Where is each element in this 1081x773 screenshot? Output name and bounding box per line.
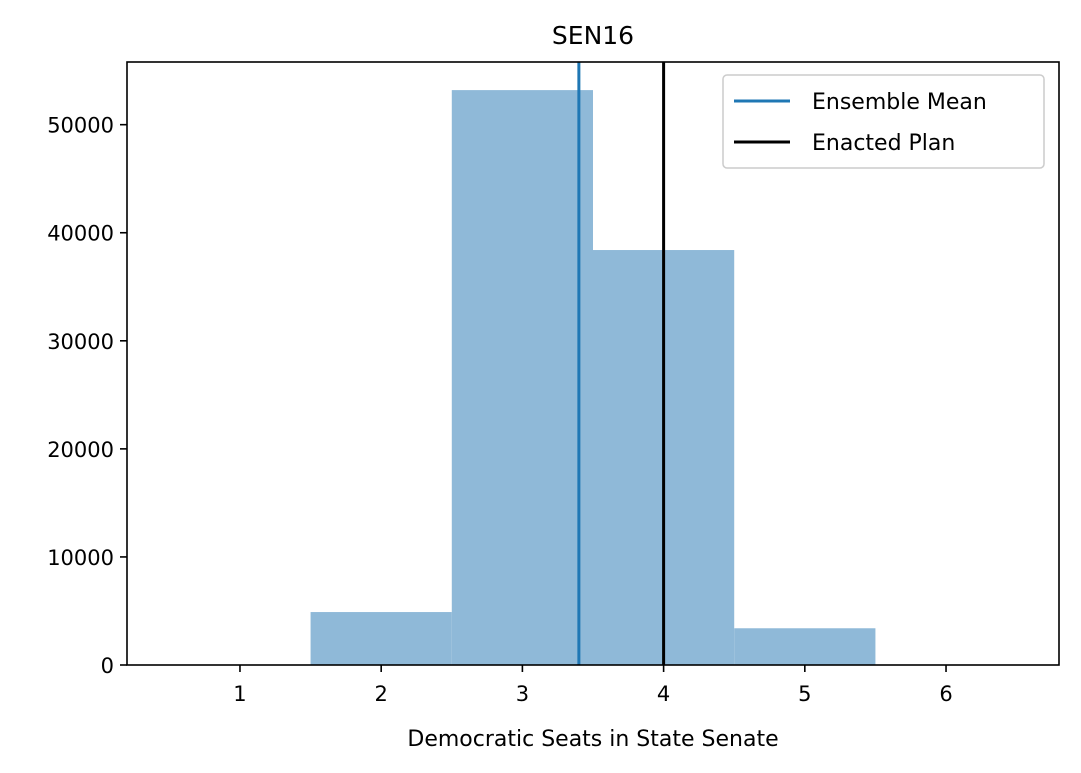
- chart-title: SEN16: [552, 21, 634, 50]
- y-tick-label: 10000: [47, 546, 114, 570]
- histogram-bars: [310, 90, 876, 665]
- x-tick-label: 4: [657, 682, 670, 706]
- legend: Ensemble Mean Enacted Plan: [722, 74, 1045, 169]
- y-tick-label: 30000: [47, 330, 114, 354]
- y-tick-label: 0: [101, 654, 114, 678]
- axes: 1 2 3 4 5 6 0 10000 20000 30000 40000 50000: [47, 61, 1060, 706]
- legend-box: [722, 74, 1045, 169]
- x-tick-label: 5: [798, 682, 811, 706]
- y-tick-label: 40000: [47, 222, 114, 246]
- legend-label-1: Enacted Plan: [812, 131, 955, 156]
- x-tick-label: 3: [516, 682, 529, 706]
- histogram-bar-0: [310, 612, 452, 665]
- x-axis-label: Democratic Seats in State Senate: [407, 727, 778, 752]
- x-tick-label: 6: [939, 682, 952, 706]
- x-tick-label: 1: [233, 682, 246, 706]
- x-tick-label: 2: [374, 682, 387, 706]
- plot-frame: [126, 61, 1060, 666]
- y-tick-label: 50000: [47, 114, 114, 138]
- legend-label-0: Ensemble Mean: [812, 90, 987, 115]
- reference-lines: [577, 62, 666, 665]
- histogram-bar-3: [734, 628, 876, 665]
- y-tick-label: 20000: [47, 438, 114, 462]
- histogram-bar-1: [451, 90, 593, 665]
